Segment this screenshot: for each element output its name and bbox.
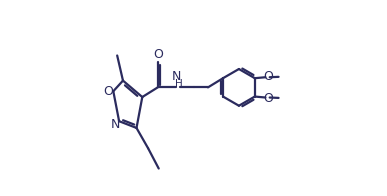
Text: N: N xyxy=(172,70,182,83)
Text: N: N xyxy=(111,118,120,131)
Text: O: O xyxy=(263,70,273,83)
Text: O: O xyxy=(153,48,163,61)
Text: H: H xyxy=(175,79,183,89)
Text: O: O xyxy=(104,85,113,98)
Text: O: O xyxy=(263,92,273,105)
